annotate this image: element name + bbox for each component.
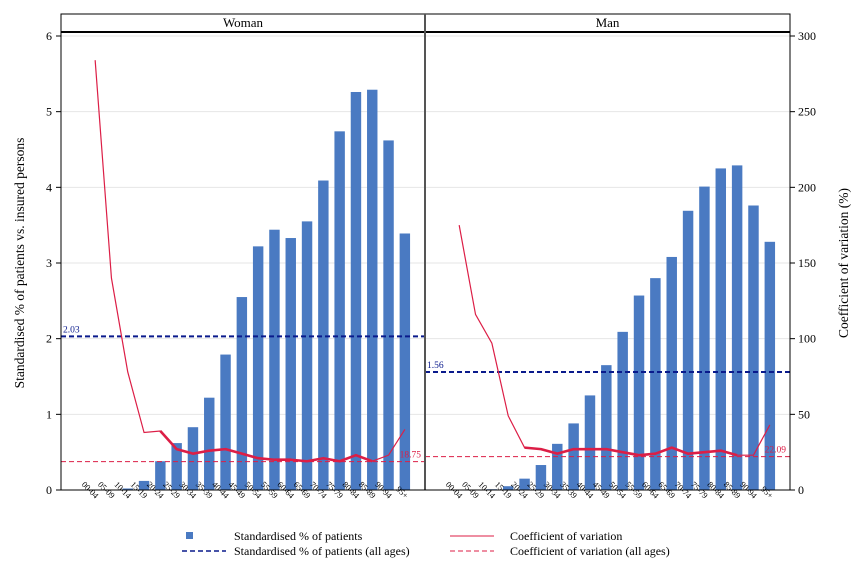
bar: [585, 395, 595, 490]
bar: [617, 332, 627, 490]
y2-tick-label: 300: [798, 29, 816, 43]
y-tick-label: 1: [46, 407, 52, 421]
bar: [204, 398, 214, 490]
legend-label: Coefficient of variation: [510, 529, 622, 543]
ref-label-pct: 2.03: [63, 325, 80, 335]
ref-label-cv: 18.75: [400, 451, 422, 461]
legend-label: Standardised % of patients (all ages): [234, 544, 410, 558]
y-tick-label: 6: [46, 29, 52, 43]
bar: [318, 181, 328, 490]
bar: [220, 355, 230, 490]
y2-tick-label: 50: [798, 407, 810, 421]
bar: [253, 246, 263, 490]
y2-tick-label: 100: [798, 332, 816, 346]
y-tick-label: 3: [46, 256, 52, 270]
legend-label: Standardised % of patients: [234, 529, 363, 543]
y-tick-label: 5: [46, 105, 52, 119]
panel-title-man: Man: [596, 15, 620, 30]
bar: [367, 90, 377, 490]
bar: [732, 165, 742, 490]
ref-label-cv: 22.09: [765, 446, 787, 456]
bar: [286, 238, 296, 490]
bar: [383, 140, 393, 490]
ref-label-pct: 1.56: [427, 361, 444, 371]
y-tick-label: 4: [46, 180, 52, 194]
bar: [699, 187, 709, 490]
y-tick-label: 0: [46, 483, 52, 497]
bar: [601, 365, 611, 490]
y2-axis-title: Coefficient of variation (%): [836, 188, 851, 338]
y2-tick-label: 0: [798, 483, 804, 497]
bar: [716, 168, 726, 490]
y2-tick-label: 150: [798, 256, 816, 270]
bar: [188, 427, 198, 490]
legend-swatch-bar: [186, 532, 193, 539]
panel-title-woman: Woman: [223, 15, 264, 30]
bar: [666, 257, 676, 490]
legend-label: Coefficient of variation (all ages): [510, 544, 670, 558]
y2-tick-label: 200: [798, 180, 816, 194]
bar: [351, 92, 361, 490]
bar: [650, 278, 660, 490]
bar: [237, 297, 247, 490]
y2-tick-label: 250: [798, 105, 816, 119]
bar: [634, 296, 644, 490]
bar: [269, 230, 279, 490]
bar: [302, 221, 312, 490]
bar: [334, 131, 344, 490]
y-tick-label: 2: [46, 332, 52, 346]
y-axis-title: Standardised % of patients vs. insured p…: [12, 138, 27, 389]
bar: [683, 211, 693, 490]
